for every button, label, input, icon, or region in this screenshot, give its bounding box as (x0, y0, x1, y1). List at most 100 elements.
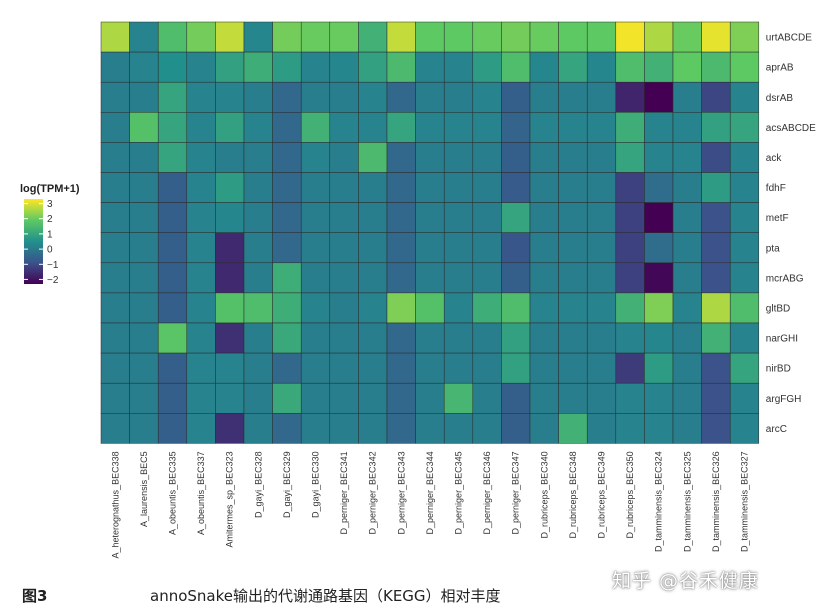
legend-ticks: 3 2 1 0 −1 −2 (24, 199, 59, 286)
column-labels: A_heterognathus_BEC338 A_laurensis_BEC5 A_… (110, 451, 749, 558)
heatmap-cell (358, 112, 388, 143)
heatmap-cell (501, 112, 531, 143)
heatmap-cell (243, 232, 273, 264)
heatmap-cell (300, 51, 331, 83)
heatmap-cell (300, 262, 331, 294)
heatmap-cell (329, 142, 359, 173)
heatmap-cell (615, 81, 645, 113)
heatmap-cell (415, 232, 445, 264)
heatmap-cell (215, 382, 245, 414)
heatmap-cell (243, 352, 273, 384)
heatmap-cell (644, 51, 674, 83)
heatmap-cell (243, 202, 273, 233)
heatmap-cell (644, 112, 674, 143)
heatmap-cell (529, 292, 559, 324)
heatmap-cell (300, 142, 331, 173)
heatmap-cell (386, 112, 416, 143)
column-label: D_tamminensis_BEC324 (654, 451, 664, 552)
heatmap-cell (329, 322, 359, 354)
heatmap-cell (701, 382, 731, 414)
heatmap-cell (586, 112, 617, 143)
heatmap-cell (272, 81, 302, 113)
column-label: D_rubriceps_BEC340 (539, 451, 549, 538)
heatmap-cell (558, 112, 588, 143)
heatmap-cell (215, 172, 245, 203)
heatmap-cell (558, 81, 588, 113)
legend-colorbar (24, 199, 43, 284)
heatmap-cell (386, 232, 416, 264)
heatmap-cell (501, 232, 531, 264)
heatmap-cell (243, 322, 273, 354)
heatmap-cell (329, 21, 359, 53)
heatmap-cell (300, 413, 331, 444)
heatmap-cell (272, 352, 302, 384)
heatmap-cell (672, 172, 702, 203)
heatmap-cell (615, 413, 645, 444)
heatmap-cell (558, 262, 588, 294)
heatmap-cell (472, 202, 502, 233)
heatmap-cell (701, 112, 731, 143)
heatmap-cell (729, 81, 760, 113)
heatmap-cell (729, 322, 760, 354)
heatmap-cell (472, 81, 502, 113)
heatmap-cell (472, 51, 502, 83)
heatmap-cell (358, 292, 388, 324)
heatmap-cell (529, 21, 559, 53)
legend-tick-label: −1 (47, 260, 59, 271)
heatmap-cell (215, 322, 245, 354)
heatmap-cell (300, 202, 331, 233)
heatmap-cell (644, 232, 674, 264)
heatmap-cell (272, 322, 302, 354)
heatmap-cell (100, 292, 130, 324)
row-label: gltBD (766, 303, 790, 314)
column-label: D_rubriceps_BEC348 (568, 451, 578, 538)
heatmap-cell (644, 413, 674, 444)
heatmap-cell (701, 21, 731, 53)
heatmap-cell (672, 413, 702, 444)
row-labels: urtABCDE aprAB dsrAB acsABCDE ack fdhF metF pta… (766, 33, 816, 435)
heatmap-cell (157, 202, 188, 233)
heatmap-cell (186, 112, 216, 143)
heatmap-cell (186, 202, 216, 233)
heatmap-cell (415, 142, 445, 173)
heatmap-cell (472, 322, 502, 354)
heatmap-cell (329, 172, 359, 203)
heatmap-cell (586, 262, 617, 294)
heatmap-cell (100, 51, 130, 83)
heatmap-cell (272, 172, 302, 203)
column-label: D_perniger_BEC342 (368, 451, 378, 534)
heatmap-cell (615, 172, 645, 203)
heatmap-cell (129, 382, 159, 414)
column-label: Amitermes_sp_BEC323 (225, 451, 235, 547)
heatmap-cell (386, 21, 416, 53)
heatmap-cell (100, 352, 130, 384)
heatmap-cell (415, 21, 445, 53)
legend-tick-label: −2 (47, 275, 59, 286)
heatmap-cell (701, 262, 731, 294)
heatmap-cell (586, 51, 617, 83)
heatmap-cell (472, 172, 502, 203)
heatmap-cell (729, 202, 760, 233)
heatmap-cell (186, 382, 216, 414)
heatmap-cell (558, 413, 588, 444)
heatmap-cell (100, 172, 130, 203)
heatmap-cell (443, 352, 474, 384)
heatmap-cell (729, 112, 760, 143)
heatmap-cell (300, 382, 331, 414)
heatmap-cell (644, 322, 674, 354)
heatmap-cell (644, 352, 674, 384)
heatmap-cell (300, 21, 331, 53)
heatmap-cell (443, 202, 474, 233)
heatmap-cell (186, 322, 216, 354)
column-label: D_gayi_BEC330 (311, 451, 321, 518)
column-label: D_perniger_BEC345 (454, 451, 464, 534)
heatmap-cell (415, 322, 445, 354)
heatmap-cell (501, 352, 531, 384)
heatmap-cell (558, 202, 588, 233)
color-legend: log(TPM+1) 3 2 1 0 −1 −2 (20, 183, 80, 286)
heatmap-cell (186, 262, 216, 294)
heatmap-cell (100, 413, 130, 444)
legend-tick-label: 3 (47, 199, 53, 210)
heatmap-cell (186, 172, 216, 203)
heatmap-cell (672, 322, 702, 354)
